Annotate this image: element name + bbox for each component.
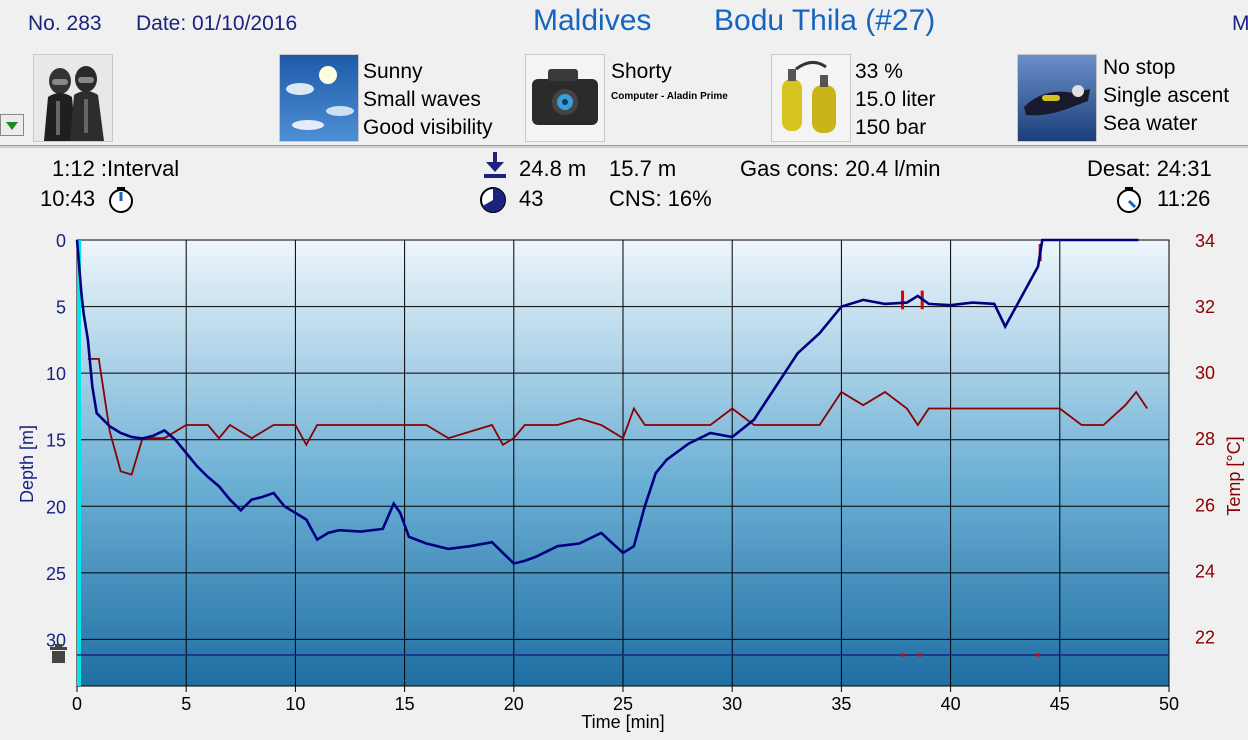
y2-tick-label: 22: [1195, 627, 1215, 647]
dive-type-line3: Sea water: [1103, 112, 1198, 135]
cns-value: CNS: 16%: [609, 186, 712, 211]
x-tick-label: 5: [181, 694, 191, 714]
temperature-series-line: [87, 357, 1148, 476]
avg-depth: 15.7 m: [609, 156, 677, 181]
y2-axis-label: Temp [°C]: [1224, 436, 1244, 515]
y-tick-label: 15: [46, 431, 66, 451]
cut-text: M: [1232, 12, 1248, 35]
dive-date: Date: 01/10/2016: [136, 12, 298, 35]
dropdown-button[interactable]: [0, 114, 24, 136]
tank-o2: 33 %: [855, 60, 903, 83]
entry-time: 10:43: [40, 186, 96, 211]
clock-entry-icon: [109, 187, 133, 213]
y2-tick-label: 34: [1195, 231, 1215, 251]
weather-line2: Small waves: [363, 88, 481, 111]
weather-line3: Good visibility: [363, 116, 493, 139]
dive-type-line1: No stop: [1103, 56, 1176, 79]
computer-model: Computer - Aladin Prime: [611, 91, 728, 102]
x-tick-label: 45: [1050, 694, 1070, 714]
x-tick-label: 50: [1159, 694, 1179, 714]
y-tick-label: 25: [46, 564, 66, 584]
x-tick-label: 30: [722, 694, 742, 714]
tank-volume: 15.0 liter: [855, 88, 936, 111]
max-depth-icon: [484, 152, 506, 178]
x-axis-ticks: 0 5 10 15 20 25 30 35 40 45 50: [72, 686, 1179, 714]
x-axis-label: Time [min]: [581, 712, 664, 732]
x-tick-label: 15: [395, 694, 415, 714]
y-tick-label: 10: [46, 364, 66, 384]
dive-number: No. 283: [28, 12, 102, 35]
dive-profile-chart: 0 5 10 15 20 25 30 35 40 45 50 0 5 10 15 20 25 30 22 24 26…: [17, 231, 1244, 732]
y2-tick-label: 26: [1195, 495, 1215, 515]
y2-axis-ticks: 22 24 26 28 30 32 34: [1195, 231, 1215, 647]
suit-type: Shorty: [611, 60, 672, 83]
dive-location: Maldives: [533, 4, 652, 37]
header-separator: [0, 145, 1248, 148]
y-tick-label: 5: [56, 298, 66, 318]
x-tick-label: 25: [613, 694, 633, 714]
y-tick-label: 0: [56, 231, 66, 251]
dive-duration: 43: [519, 186, 544, 211]
x-tick-label: 35: [831, 694, 851, 714]
y2-tick-label: 28: [1195, 429, 1215, 449]
x-tick-label: 40: [941, 694, 961, 714]
dive-computer-icon[interactable]: [525, 54, 605, 142]
x-tick-label: 20: [504, 694, 524, 714]
max-depth: 24.8 m: [519, 156, 587, 181]
tank-pressure: 150 bar: [855, 116, 927, 139]
divers-icon[interactable]: [33, 54, 113, 142]
x-tick-label: 0: [72, 694, 82, 714]
y-axis-label: Depth [m]: [17, 425, 37, 503]
x-tick-label: 10: [285, 694, 305, 714]
exit-time: 11:26: [1157, 186, 1211, 211]
triangle-down-icon: [6, 122, 18, 130]
weather-line1: Sunny: [363, 60, 423, 83]
y2-tick-label: 24: [1195, 561, 1215, 581]
gas-consumption: Gas cons: 20.4 l/min: [740, 156, 941, 181]
depth-series-line: [75, 238, 1139, 565]
dive-type-line2: Single ascent: [1103, 84, 1230, 107]
clock-exit-icon: [1117, 187, 1141, 213]
tank-icon[interactable]: [771, 54, 851, 142]
desaturation-time: Desat: 24:31: [1087, 156, 1212, 181]
dive-site: Bodu Thila (#27): [714, 4, 936, 37]
y-tick-label: 20: [46, 497, 66, 517]
duration-icon: [480, 187, 506, 213]
y2-tick-label: 32: [1195, 297, 1215, 317]
surface-interval: 1:12 :Interval: [52, 156, 180, 181]
diver-icon[interactable]: [1017, 54, 1097, 142]
grid-lines: [77, 240, 1169, 686]
trash-icon[interactable]: [50, 644, 67, 663]
weather-icon[interactable]: [279, 54, 359, 142]
y2-tick-label: 30: [1195, 363, 1215, 383]
